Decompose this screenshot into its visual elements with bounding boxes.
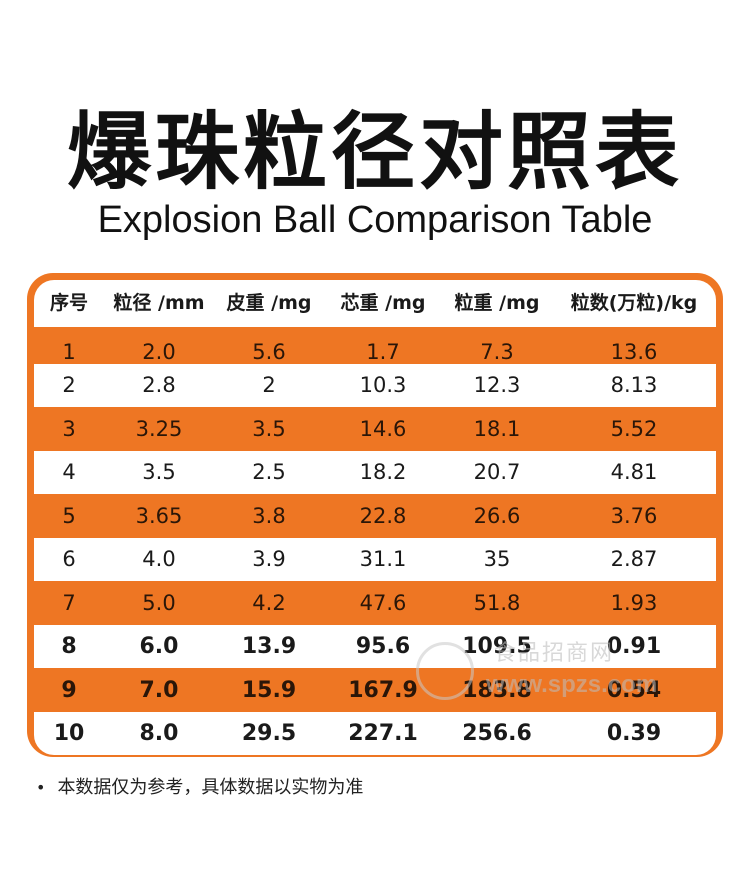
table-cell: 13.9	[241, 634, 297, 659]
table-row: 3 3.25 3.5 14.6 18.1 5.52	[34, 408, 716, 451]
footnote-text: 本数据仅为参考，具体数据以实物为准	[57, 777, 364, 798]
table-row: 9 7.0 15.9 167.9 183.8 0.54	[34, 669, 716, 712]
table-cell: 47.6	[359, 591, 407, 615]
table-cell: 183.8	[462, 678, 532, 703]
table-cell: 4	[62, 460, 76, 484]
table-row: 2 2.8 2 10.3 12.3 8.13	[34, 364, 716, 407]
bullet-icon: •	[36, 778, 46, 797]
table-cell: 5.52	[610, 417, 658, 441]
comparison-table: 序号 粒径 /mm 皮重 /mg 芯重 /mg 粒重 /mg 粒数(万粒)/kg…	[27, 273, 723, 757]
table-cell: 7.3	[480, 340, 514, 364]
table-cell: 1	[62, 340, 76, 364]
table-cell: 22.8	[359, 504, 407, 528]
header-cell-core-weight: 芯重 /mg	[340, 292, 426, 314]
table-cell: 7.0	[139, 678, 179, 703]
table-cell: 1.7	[366, 340, 400, 364]
table-cell: 2.8	[142, 373, 176, 397]
table-cell: 95.6	[355, 634, 411, 659]
table-cell: 3.76	[610, 504, 658, 528]
table-cell: 7	[62, 591, 76, 615]
header-cell-bead-weight: 粒重 /mg	[454, 292, 540, 314]
table-cell: 227.1	[348, 721, 418, 746]
table-cell: 167.9	[348, 678, 418, 703]
table-cell: 0.91	[606, 634, 662, 659]
table-cell: 12.3	[473, 373, 521, 397]
table-cell: 0.54	[606, 678, 662, 703]
table-cell: 8	[61, 634, 77, 659]
table-cell: 2	[262, 373, 276, 397]
table-cell: 3.5	[252, 417, 286, 441]
table-cell: 35	[483, 547, 511, 571]
table-cell: 29.5	[241, 721, 297, 746]
table-cell: 15.9	[241, 678, 297, 703]
table-cell: 2.87	[610, 547, 658, 571]
table-cell: 3.9	[252, 547, 286, 571]
table-cell: 1.93	[610, 591, 658, 615]
table-cell: 31.1	[359, 547, 407, 571]
table-cell: 5.6	[252, 340, 286, 364]
table-cell: 14.6	[359, 417, 407, 441]
table-row: 6 4.0 3.9 31.1 35 2.87	[34, 538, 716, 581]
table-cell: 4.81	[610, 460, 658, 484]
table-cell: 8.0	[139, 721, 179, 746]
table-cell: 8.13	[610, 373, 658, 397]
header-cell-diameter: 粒径 /mm	[113, 292, 205, 314]
table-row: 10 8.0 29.5 227.1 256.6 0.39	[34, 712, 716, 755]
table-cell: 6.0	[139, 634, 179, 659]
table-cell: 4.2	[252, 591, 286, 615]
table-cell: 51.8	[473, 591, 521, 615]
table-cell: 5	[62, 504, 76, 528]
table-cell: 2	[62, 373, 76, 397]
table-cell: 3.8	[252, 504, 286, 528]
table-cell: 3.25	[135, 417, 183, 441]
table-cell: 6	[62, 547, 76, 571]
page-subtitle: Explosion Ball Comparison Table	[97, 199, 653, 241]
table-cell: 5.0	[142, 591, 176, 615]
header-cell-count-per-kg: 粒数(万粒)/kg	[570, 292, 698, 314]
table-cell: 3.65	[135, 504, 183, 528]
table-cell: 10.3	[359, 373, 407, 397]
table-cell: 3.5	[142, 460, 176, 484]
table-cell: 18.1	[473, 417, 521, 441]
table-cell: 3	[62, 417, 76, 441]
page-title: 爆珠粒径对照表	[66, 103, 683, 201]
table-row: 4 3.5 2.5 18.2 20.7 4.81	[34, 451, 716, 494]
table-cell: 10	[53, 721, 85, 746]
table-row: 8 6.0 13.9 95.6 109.5 0.91	[34, 625, 716, 668]
header-cell-index: 序号	[49, 292, 88, 314]
header-cell-shell-weight: 皮重 /mg	[226, 292, 312, 314]
footnote: • 本数据仅为参考，具体数据以实物为准	[36, 774, 363, 802]
table-cell: 13.6	[610, 340, 658, 364]
table-row: 7 5.0 4.2 47.6 51.8 1.93	[34, 582, 716, 625]
table-cell: 2.0	[142, 340, 176, 364]
table-cell: 20.7	[473, 460, 521, 484]
table-cell: 4.0	[142, 547, 176, 571]
table-cell: 18.2	[359, 460, 407, 484]
table-header-row: 序号 粒径 /mm 皮重 /mg 芯重 /mg 粒重 /mg 粒数(万粒)/kg	[34, 280, 716, 327]
table-row: 5 3.65 3.8 22.8 26.6 3.76	[34, 495, 716, 538]
table-cell: 0.39	[606, 721, 662, 746]
table-cell: 26.6	[473, 504, 521, 528]
table-cell: 9	[61, 678, 77, 703]
table-cell: 256.6	[462, 721, 532, 746]
table-cell: 2.5	[252, 460, 286, 484]
table-cell: 109.5	[462, 634, 532, 659]
